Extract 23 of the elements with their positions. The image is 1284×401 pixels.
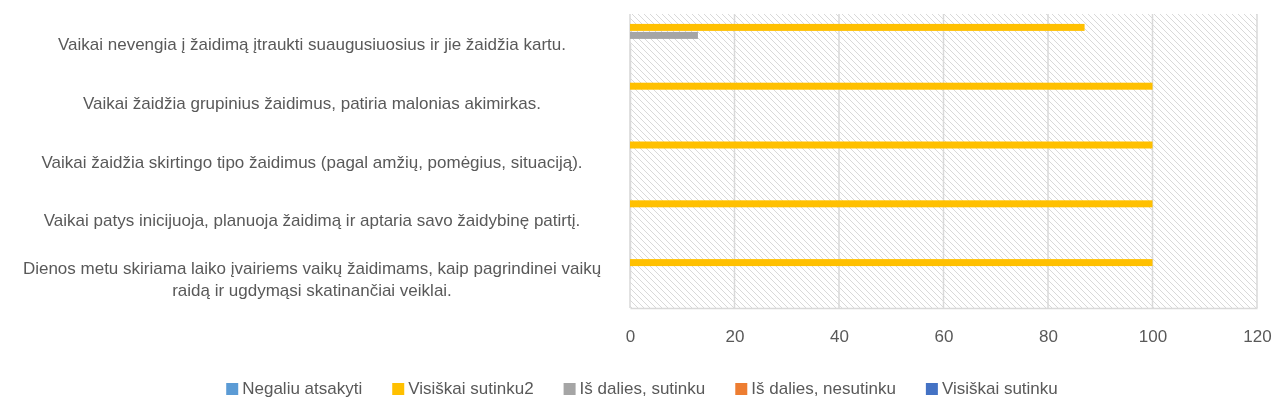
bar — [630, 31, 698, 39]
legend-label: Negaliu atsakyti — [242, 379, 363, 398]
legend-label: Visiškai sutinku — [941, 379, 1058, 398]
y-tick-label: Vaikai žaidžia grupinius žaidimus, patiria malonias akimirkas. — [83, 93, 541, 113]
y-tick-label: Vaikai žaidžia skirtingo tipo žaidimus (pagal amžių, pomėgius, situaciją). — [41, 152, 583, 172]
y-tick-label: Vaikai patys inicijuoja, planuoja žaidimą ir aptaria savo žaidybinę patirtį. — [43, 211, 581, 231]
legend-label: Iš dalies, nesutinku — [751, 379, 896, 398]
y-tick-label: Dienos metu skiriama laiko įvairiems vaikų žaidimams, kaip pagrindinei vaikų raidą ir ugdymąsi skatinančiai veiklai. — [22, 259, 602, 301]
y-tick-label: Vaikai nevengia į žaidimą įtraukti suaugusiuosius ir jie žaidžia kartu. — [57, 34, 567, 54]
bar — [630, 259, 1153, 267]
x-tick-label: 120 — [1243, 327, 1272, 347]
bar — [630, 82, 1153, 90]
bar — [630, 23, 1085, 31]
bar — [630, 141, 1153, 149]
x-tick-label: 20 — [725, 327, 745, 347]
legend-label: Iš dalies, sutinku — [579, 379, 706, 398]
x-tick-label: 60 — [934, 327, 954, 347]
x-tick-label: 0 — [625, 327, 636, 347]
x-tick-label: 100 — [1138, 327, 1168, 347]
x-tick-label: 80 — [1039, 327, 1058, 347]
legend-label: Visiškai sutinku2 — [408, 379, 534, 398]
bar — [630, 200, 1153, 208]
x-tick-label: 40 — [830, 327, 849, 347]
